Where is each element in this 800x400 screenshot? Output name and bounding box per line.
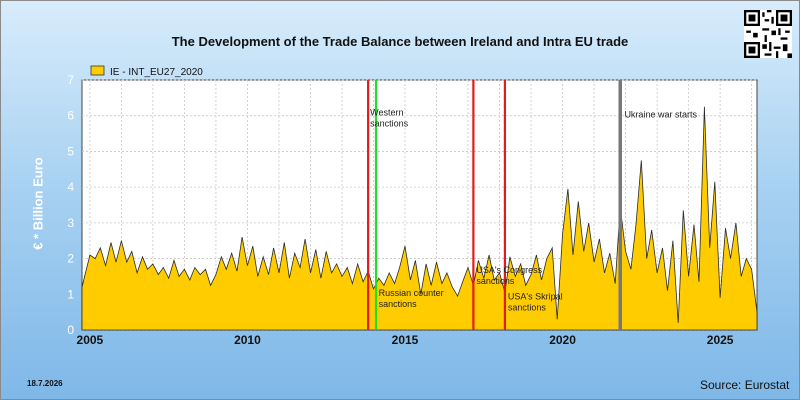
annotation-text: Ukraine war starts [624,110,697,120]
x-tick-label: 2010 [234,333,261,347]
y-tick-label: 7 [67,73,74,87]
annotation-text: USA's Skripal [508,292,563,302]
y-tick-label: 2 [67,252,74,266]
annotation-text: sanctions [379,299,418,309]
x-tick-labels: 2005 2010 2015 2020 2025 [77,333,734,347]
y-tick-label: 1 [67,287,74,301]
y-tick-label: 3 [67,216,74,230]
annotation-text: sanctions [370,119,409,129]
y-tick-labels: 0 1 2 3 4 5 6 7 [67,73,74,337]
annotation-text: sanctions [508,303,547,313]
annotation-text: USA's Congress [476,265,542,275]
x-tick-label: 2015 [392,333,419,347]
legend-swatch [90,65,105,76]
x-tick-label: 2005 [77,333,104,347]
y-tick-label: 5 [67,144,74,158]
date-label: 18.7.2026 [27,379,63,388]
y-tick-label: 6 [67,109,74,123]
chart-title: The Development of the Trade Balance bet… [171,34,629,49]
y-tick-label: 0 [67,323,74,337]
x-tick-label: 2025 [707,333,734,347]
annotation-text: Western [370,108,403,118]
series-area [81,106,758,331]
annotation-text: sanctions [476,276,515,286]
y-tick-label: 4 [67,180,74,194]
event-markers [367,80,622,330]
annotation-text: Russian counter [379,288,444,298]
qr-code-icon [744,10,792,58]
legend: IE - INT_EU27_2020 [90,65,203,78]
source-label: Source: Eurostat [700,378,790,392]
legend-label: IE - INT_EU27_2020 [110,67,203,78]
x-tick-label: 2020 [549,333,576,347]
